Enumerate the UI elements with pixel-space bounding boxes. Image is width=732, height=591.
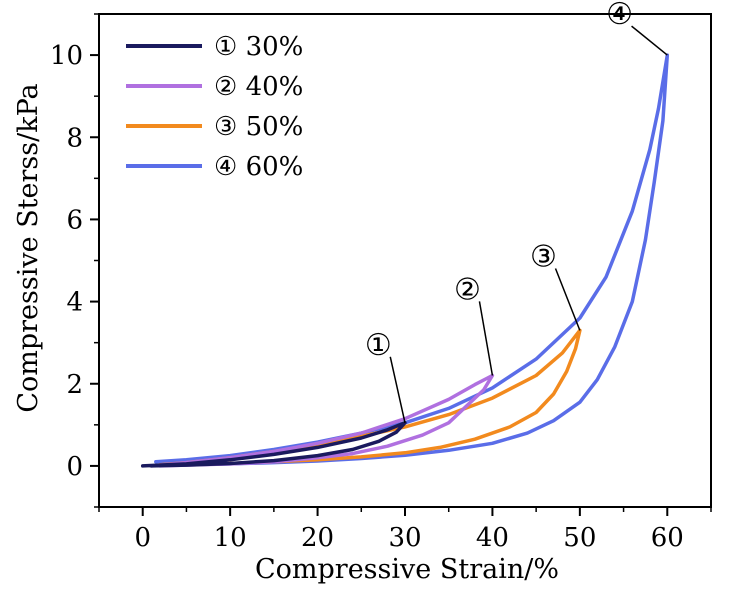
y-tick-label: 6 <box>66 205 83 235</box>
y-tick-label: 4 <box>66 288 83 318</box>
callout-label-2: ② <box>454 272 481 307</box>
y-tick-label: 2 <box>66 370 83 400</box>
callout-label-4: ④ <box>606 0 633 32</box>
x-tick-label: 60 <box>651 523 684 553</box>
legend-label-4: ④ 60% <box>214 152 303 182</box>
x-tick-label: 50 <box>563 523 596 553</box>
series-line-1 <box>140 421 407 468</box>
axes: 0 10 20 30 40 50 60 0 2 4 6 8 10 <box>50 13 712 553</box>
y-tick-label: 10 <box>50 41 83 71</box>
callout-leader-1 <box>389 356 406 423</box>
callout-leader-2 <box>478 301 494 376</box>
x-tick-label: 40 <box>476 523 509 553</box>
y-axis-title: Compressive Sterss/kPa <box>13 83 44 412</box>
callouts-layer: ① ② ③ ④ <box>365 0 668 423</box>
x-tick-label: 10 <box>214 523 247 553</box>
x-tick-label: 30 <box>388 523 421 553</box>
x-tick-label: 20 <box>301 523 334 553</box>
callout-leader-4 <box>631 25 668 56</box>
legend-label-1: ① 30% <box>214 32 303 62</box>
x-tick-label: 0 <box>134 523 151 553</box>
legend-label-3: ③ 50% <box>214 112 303 142</box>
y-tick-label: 0 <box>66 452 83 482</box>
callout-label-1: ① <box>365 328 392 363</box>
series-line-4 <box>154 53 670 467</box>
series-layer <box>140 53 670 468</box>
callout-label-3: ③ <box>530 240 557 275</box>
x-axis-title: Compressive Strain/% <box>255 554 559 585</box>
y-tick-label: 8 <box>66 123 83 153</box>
legend-label-2: ② 40% <box>214 72 303 102</box>
legend: ① 30% ② 40% ③ 50% ④ 60% <box>126 32 303 182</box>
callout-leader-3 <box>554 268 581 331</box>
